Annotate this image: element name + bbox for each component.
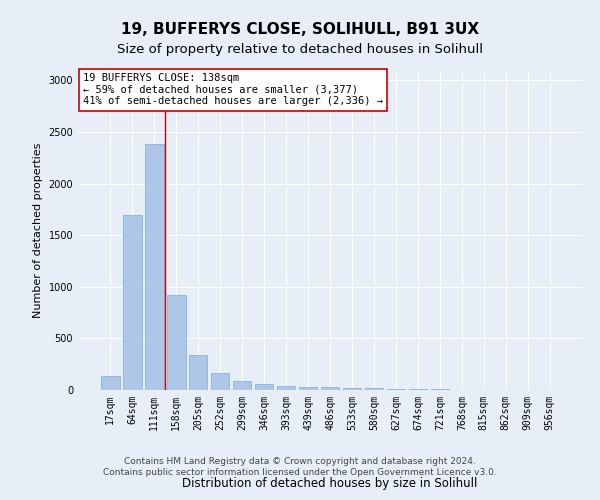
Bar (189, 355, 208, 390)
Bar (145, 144, 164, 390)
Bar (277, 386, 295, 390)
Text: Contains HM Land Registry data © Crown copyright and database right 2024.
Contai: Contains HM Land Registry data © Crown c… (103, 458, 497, 477)
Bar (123, 214, 142, 390)
Bar (255, 384, 274, 390)
Bar (233, 380, 251, 390)
Bar (101, 376, 119, 390)
Bar (386, 389, 405, 390)
Bar (320, 387, 340, 390)
Text: Distribution of detached houses by size in Solihull: Distribution of detached houses by size … (182, 477, 478, 490)
Bar (211, 374, 229, 390)
Bar (299, 388, 317, 390)
Bar (343, 388, 361, 390)
Bar (365, 388, 383, 390)
Text: Size of property relative to detached houses in Solihull: Size of property relative to detached ho… (117, 42, 483, 56)
Text: 19, BUFFERYS CLOSE, SOLIHULL, B91 3UX: 19, BUFFERYS CLOSE, SOLIHULL, B91 3UX (121, 22, 479, 38)
Text: 19 BUFFERYS CLOSE: 138sqm
← 59% of detached houses are smaller (3,377)
41% of se: 19 BUFFERYS CLOSE: 138sqm ← 59% of detac… (83, 73, 383, 106)
Y-axis label: Number of detached properties: Number of detached properties (33, 142, 43, 318)
Bar (167, 295, 185, 390)
